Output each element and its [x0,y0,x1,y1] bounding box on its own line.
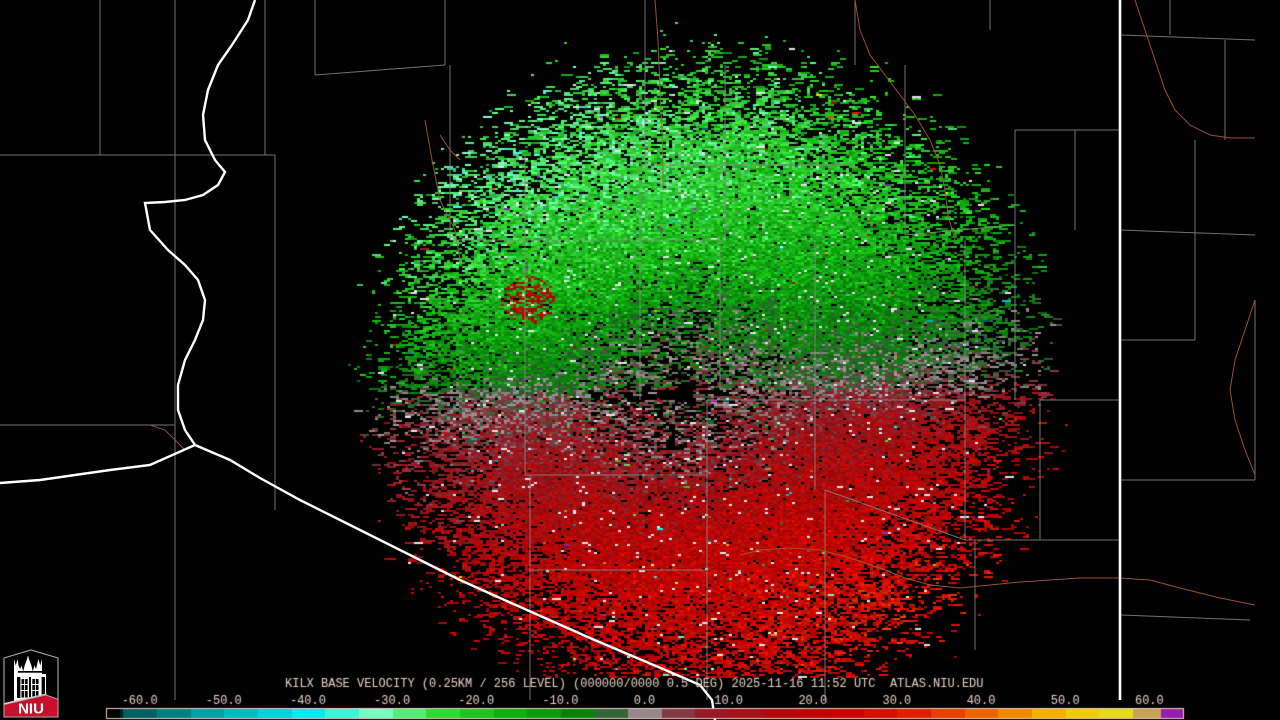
svg-text:NIU: NIU [18,701,44,718]
